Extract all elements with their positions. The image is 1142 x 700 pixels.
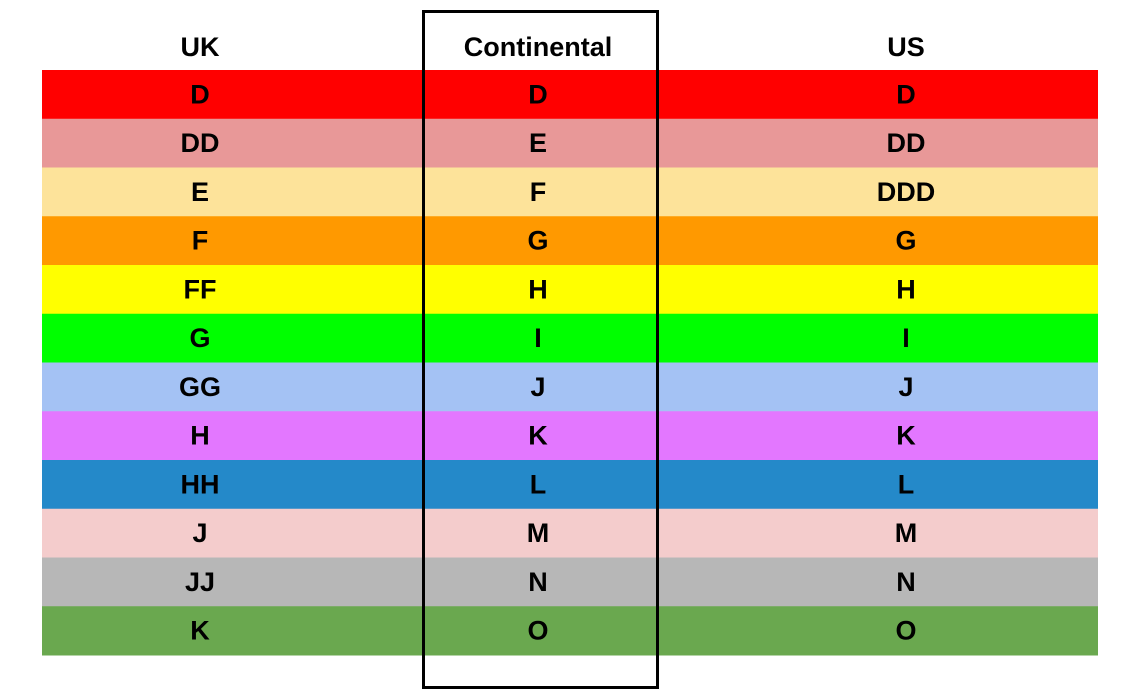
cell: I bbox=[902, 323, 910, 353]
cell: E bbox=[191, 177, 209, 207]
cell: N bbox=[528, 567, 548, 597]
row-band bbox=[42, 508, 1098, 558]
cell: J bbox=[192, 518, 207, 548]
cell: HH bbox=[181, 469, 220, 499]
cell: O bbox=[895, 616, 916, 646]
cell: K bbox=[528, 421, 548, 451]
row-band bbox=[42, 118, 1098, 168]
cell: DD bbox=[181, 128, 220, 158]
cell: GG bbox=[179, 372, 221, 402]
cell: J bbox=[530, 372, 545, 402]
row-band bbox=[42, 362, 1098, 412]
row-band bbox=[42, 167, 1098, 217]
row-band bbox=[42, 70, 1098, 120]
cell: J bbox=[898, 372, 913, 402]
cell: DDD bbox=[877, 177, 936, 207]
cell: G bbox=[895, 226, 916, 256]
cell: G bbox=[189, 323, 210, 353]
cell: M bbox=[527, 518, 550, 548]
cell: F bbox=[192, 226, 209, 256]
row-band bbox=[42, 606, 1098, 656]
cell: O bbox=[527, 616, 548, 646]
cell: H bbox=[190, 421, 210, 451]
cell: F bbox=[530, 177, 547, 207]
cell: I bbox=[534, 323, 542, 353]
column-header: US bbox=[887, 32, 925, 62]
cell: M bbox=[895, 518, 918, 548]
cell: DD bbox=[887, 128, 926, 158]
cell: D bbox=[528, 79, 548, 109]
cell: H bbox=[528, 274, 548, 304]
row-band bbox=[42, 265, 1098, 315]
cell: N bbox=[896, 567, 916, 597]
cell: L bbox=[530, 469, 547, 499]
continental-box bbox=[422, 10, 659, 689]
row-band bbox=[42, 460, 1098, 510]
cell: G bbox=[527, 226, 548, 256]
row-band bbox=[42, 411, 1098, 461]
cell: H bbox=[896, 274, 916, 304]
cell: JJ bbox=[185, 567, 215, 597]
column-header: UK bbox=[181, 32, 220, 62]
cell: FF bbox=[184, 274, 217, 304]
cell: K bbox=[896, 421, 916, 451]
column-header: Continental bbox=[464, 32, 613, 62]
row-band bbox=[42, 216, 1098, 266]
cell: L bbox=[898, 469, 915, 499]
cell: D bbox=[896, 79, 916, 109]
row-band bbox=[42, 557, 1098, 607]
cell: D bbox=[190, 79, 210, 109]
cell: K bbox=[190, 616, 210, 646]
cell: E bbox=[529, 128, 547, 158]
row-band bbox=[42, 313, 1098, 363]
